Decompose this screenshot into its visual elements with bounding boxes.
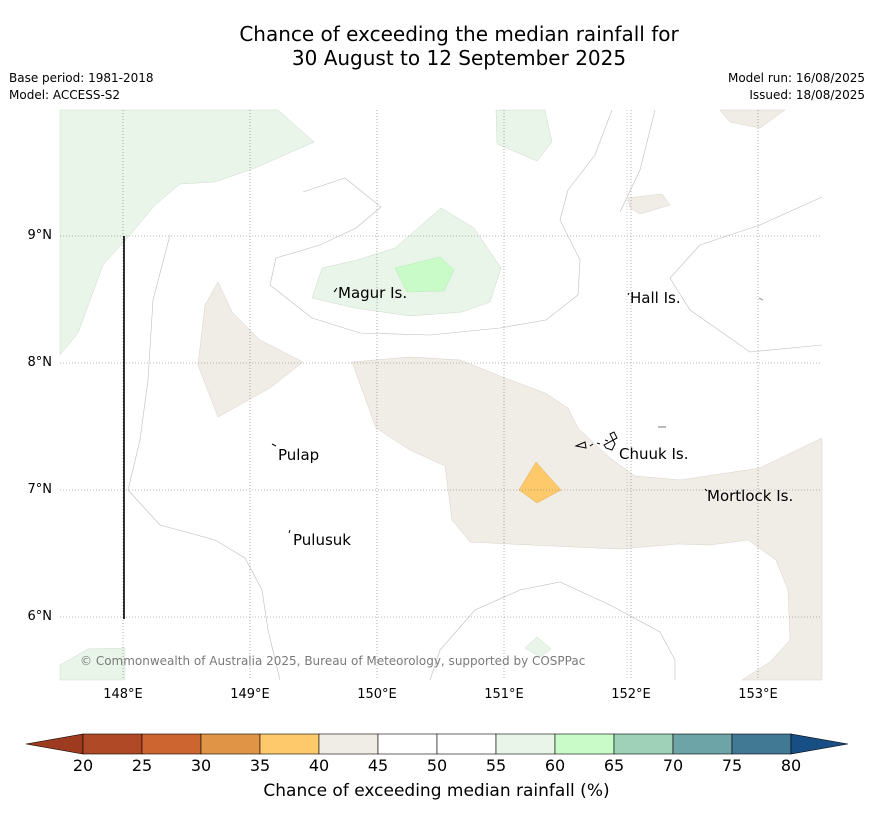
island-small-far-east-icon [758,297,764,301]
colorbar-tick-label: 70 [662,756,684,775]
title-line-2: 30 August to 12 September 2025 [291,46,627,70]
colorbar-tick-label: 55 [485,756,507,775]
colorbar-segment-0 [82,733,143,755]
colorbar-segment-4 [318,733,379,755]
map-title: Chance of exceeding the median rainfall … [0,22,873,70]
meta-left: Base period: 1981-2018 Model: ACCESS-S2 [9,70,154,104]
label-mortlock: Mortlock Is. [707,487,794,505]
colorbar-segment-11 [731,733,792,755]
lon-tick-153e: 153°E [738,687,778,702]
colorbar-tick-label: 50 [426,756,448,775]
contour-line-2 [127,489,281,681]
colorbar-tick-label: 60 [544,756,566,775]
islands [271,287,764,534]
label-pulusuk: Pulusuk [293,531,351,549]
island-hall-icon [627,292,630,296]
contour-fills [59,109,823,681]
colorbar-overflow-arrow [790,733,849,755]
fill-region-55-60-magur [311,207,502,317]
colorbar-segment-5 [377,733,438,755]
fill-region-55-60-southwest [59,647,126,681]
colorbar-tick-label: 45 [367,756,389,775]
colorbar-tick-label: 40 [308,756,330,775]
colorbar-segment-3 [259,733,320,755]
base-period-text: Base period: 1981-2018 [9,71,154,85]
colorbar-segment-2 [200,733,261,755]
colorbar-segment-10 [672,733,733,755]
contour-lines [127,109,823,681]
fill-region-40-45-northeast [719,109,786,129]
meta-right: Model run: 16/08/2025 Issued: 18/08/2025 [728,70,865,104]
colorbar-underflow-arrow [25,733,84,755]
lon-tick-148e: 148°E [103,687,143,702]
copyright-text: © Commonwealth of Australia 2025, Bureau… [80,654,586,668]
colorbar-segment-7 [495,733,556,755]
gridlines [60,110,822,680]
model-text: Model: ACCESS-S2 [9,88,121,102]
title-line-1: Chance of exceeding the median rainfall … [239,22,679,46]
colorbar [25,733,849,755]
lat-tick-8n: 8°N [27,355,53,370]
colorbar-tick-label: 80 [780,756,802,775]
lon-tick-150e: 150°E [357,687,397,702]
fill-region-55-60-north [495,109,553,162]
island-magur-icon [333,287,338,293]
contour-line-4 [429,581,676,681]
fill-region-60-65-magur [394,256,455,293]
lat-tick-6n: 6°N [27,609,53,624]
colorbar-label: Chance of exceeding median rainfall (%) [263,781,610,801]
lon-tick-149e: 149°E [230,687,270,702]
lat-tick-9n: 9°N [27,228,53,243]
colorbar-segment-6 [436,733,497,755]
lon-tick-152e: 152°E [611,687,651,702]
label-hall: Hall Is. [630,289,681,307]
contour-line-3 [127,234,171,491]
label-chuuk: Chuuk Is. [619,445,689,463]
contour-line-1 [269,109,613,336]
fill-region-40-45-east [627,193,671,215]
colorbar-tick-label: 75 [721,756,743,775]
issued-text: Issued: 18/08/2025 [749,88,865,102]
contour-line-5 [669,196,823,353]
colorbar-tick-label: 20 [72,756,94,775]
fill-region-40-45-west [197,281,304,418]
island-pulusuk-icon [288,529,291,534]
island-mortlock-icon [704,488,708,492]
colorbar-segment-9 [613,733,674,755]
lon-tick-151e: 151°E [484,687,524,702]
fill-region-55-60-northwest [59,109,315,356]
colorbar-segment-8 [554,733,615,755]
island-chuuk-icon [574,431,618,451]
island-pulap-icon [271,443,277,447]
colorbar-tick-label: 65 [603,756,625,775]
colorbar-tick-label: 25 [131,756,153,775]
contour-line-6 [619,109,656,213]
label-pulap: Pulap [278,446,320,464]
fill-region-55-60-south [524,636,552,658]
model-run-text: Model run: 16/08/2025 [727,71,865,85]
colorbar-tick-label: 30 [190,756,212,775]
colorbar-tick-label: 35 [249,756,271,775]
label-magur: Magur Is. [338,284,408,302]
fill-region-40-45-central [351,356,823,681]
colorbar-segment-1 [141,733,202,755]
lat-tick-7n: 7°N [27,482,53,497]
